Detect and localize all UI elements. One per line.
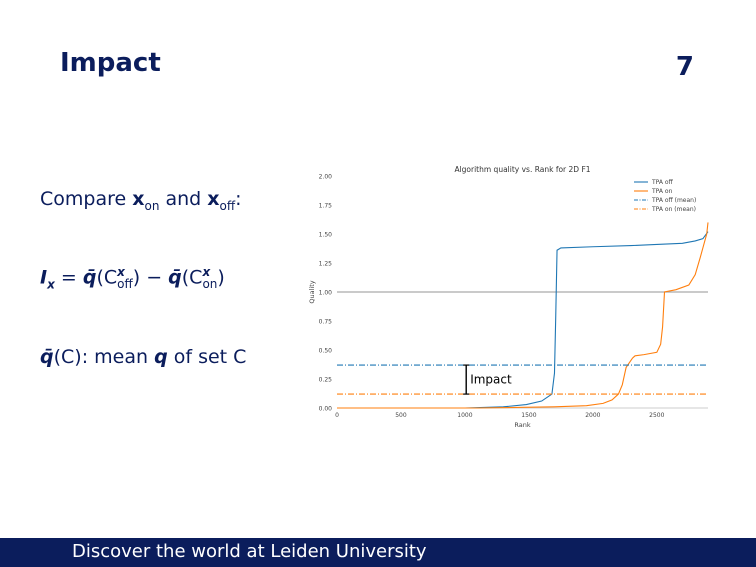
y-tick-label: 1.25 bbox=[319, 261, 333, 268]
y-axis-label: Quality bbox=[308, 280, 316, 303]
impact-subscript: x bbox=[47, 277, 55, 292]
x-tick-label: 1000 bbox=[457, 412, 472, 419]
term1-open: (C bbox=[96, 266, 118, 289]
x-off-symbol: x bbox=[207, 188, 220, 210]
bullet-definition: q̄(C): mean q of set C bbox=[40, 346, 246, 368]
qbar-symbol-2: q̄ bbox=[168, 266, 182, 289]
x-tick-label: 2500 bbox=[649, 412, 664, 419]
series-line-0 bbox=[337, 231, 709, 409]
x-tick-label: 2000 bbox=[585, 412, 600, 419]
bullet-compare: Compare xon and xoff: bbox=[40, 188, 242, 213]
minus-sign: − bbox=[140, 266, 169, 289]
term2-subscript: on bbox=[202, 277, 218, 291]
x-tick-label: 500 bbox=[395, 412, 407, 419]
term1-subscript: off bbox=[117, 277, 133, 291]
y-tick-label: 0.25 bbox=[319, 377, 333, 384]
footer-text: Discover the world at Leiden University bbox=[72, 541, 427, 562]
y-tick-label: 0.75 bbox=[319, 319, 333, 326]
quality-rank-chart: Algorithm quality vs. Rank for 2D F1 0.00… bbox=[300, 158, 718, 432]
y-tick-label: 1.50 bbox=[319, 232, 333, 239]
def-set: (C) bbox=[53, 346, 82, 368]
legend-label-2: TPA off (mean) bbox=[651, 197, 696, 204]
impact-symbol: I bbox=[40, 266, 48, 289]
term1-superscript: x bbox=[117, 265, 125, 279]
x-axis-label: Rank bbox=[514, 421, 530, 429]
legend-label-3: TPA on (mean) bbox=[651, 206, 696, 213]
term2-close: ) bbox=[217, 266, 225, 289]
legend-label-0: TPA off bbox=[651, 179, 674, 186]
compare-prefix: Compare bbox=[40, 188, 133, 210]
y-tick-label: 1.00 bbox=[319, 290, 333, 297]
term2-open: (C bbox=[181, 266, 203, 289]
qbar-symbol-3: q̄ bbox=[40, 346, 54, 368]
def-text-2: of set C bbox=[167, 346, 247, 368]
x-off-subscript: off bbox=[219, 198, 236, 213]
y-tick-label: 1.75 bbox=[319, 203, 333, 210]
x-tick-label: 0 bbox=[335, 412, 339, 419]
impact-annotation: Impact bbox=[470, 373, 512, 387]
and-text: and bbox=[159, 188, 208, 210]
chart-title: Algorithm quality vs. Rank for 2D F1 bbox=[454, 165, 590, 174]
footer-bar: Discover the world at Leiden University bbox=[0, 538, 756, 567]
slide-number: 7 bbox=[675, 52, 694, 82]
x-on-subscript: on bbox=[144, 198, 160, 213]
compare-colon: : bbox=[235, 188, 242, 210]
legend-label-1: TPA on bbox=[651, 188, 673, 195]
qbar-symbol-1: q̄ bbox=[82, 266, 97, 289]
y-tick-label: 0.50 bbox=[319, 348, 333, 355]
x-on-symbol: x bbox=[132, 188, 145, 210]
series-line-1 bbox=[337, 222, 709, 409]
y-tick-label: 2.00 bbox=[319, 174, 333, 181]
slide-title: Impact bbox=[60, 48, 161, 78]
equals-sign: = bbox=[54, 266, 83, 289]
q-symbol: q bbox=[154, 346, 168, 368]
y-tick-label: 0.00 bbox=[319, 406, 333, 413]
x-tick-label: 1500 bbox=[521, 412, 536, 419]
bullet-formula: Ix = q̄(C x off) − q̄(C x on) bbox=[40, 266, 225, 291]
term2-superscript: x bbox=[202, 265, 211, 279]
def-text-1: : mean bbox=[81, 346, 155, 368]
term1-close: ) bbox=[132, 266, 141, 289]
